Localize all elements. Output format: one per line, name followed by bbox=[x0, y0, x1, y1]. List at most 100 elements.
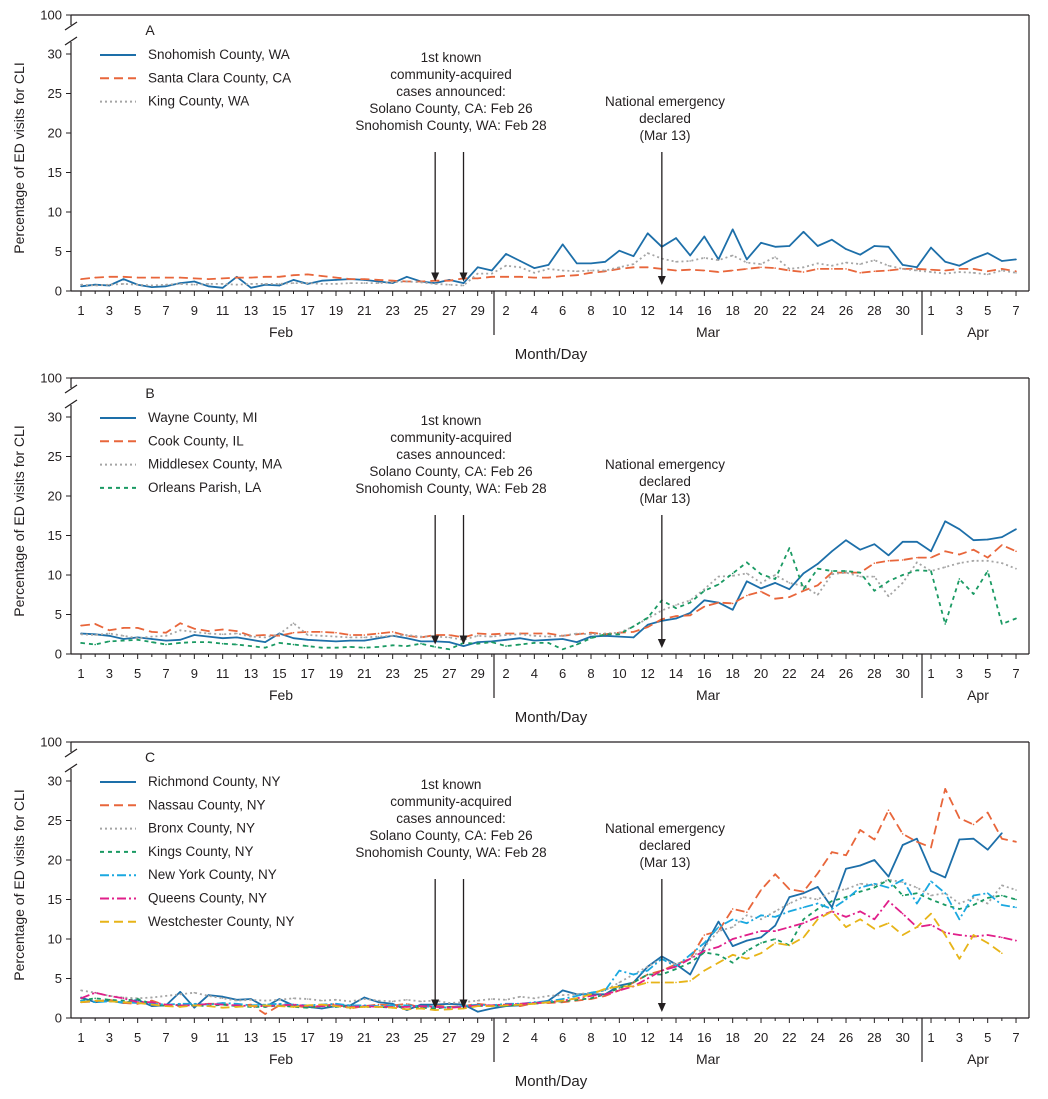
data-point bbox=[590, 637, 592, 639]
data-point bbox=[930, 246, 932, 249]
data-point bbox=[434, 646, 436, 648]
data-point bbox=[901, 844, 904, 846]
data-point bbox=[831, 264, 833, 267]
data-point bbox=[746, 268, 748, 270]
data-point bbox=[108, 995, 111, 997]
data-point bbox=[363, 278, 366, 280]
data-point bbox=[561, 989, 564, 992]
data-point bbox=[703, 934, 706, 936]
month-label: Apr bbox=[967, 687, 989, 703]
data-point bbox=[958, 934, 961, 936]
data-point bbox=[916, 902, 918, 905]
data-point bbox=[689, 614, 691, 617]
data-point bbox=[179, 1004, 181, 1007]
x-tick-label: 13 bbox=[244, 1030, 258, 1045]
month-label: Feb bbox=[269, 687, 293, 703]
data-point bbox=[406, 637, 408, 639]
data-point bbox=[278, 275, 281, 278]
data-point bbox=[561, 269, 564, 272]
data-point bbox=[604, 633, 606, 636]
x-tick-label: 7 bbox=[1012, 1030, 1019, 1045]
data-point bbox=[321, 999, 323, 1002]
legend-label: Middlesex County, MA bbox=[148, 457, 282, 472]
data-point bbox=[221, 1002, 224, 1004]
axis-break-mark bbox=[64, 763, 78, 773]
data-point bbox=[986, 848, 989, 851]
x-tick-label: 4 bbox=[531, 303, 538, 318]
data-point bbox=[845, 570, 847, 572]
data-point bbox=[887, 922, 890, 924]
data-point bbox=[420, 1007, 422, 1010]
data-point bbox=[746, 939, 748, 942]
data-point bbox=[930, 556, 932, 559]
data-point bbox=[278, 642, 281, 644]
data-point bbox=[80, 633, 82, 636]
data-point bbox=[406, 1004, 408, 1007]
data-point bbox=[901, 559, 904, 561]
data-point bbox=[972, 934, 975, 936]
x-tick-label: 30 bbox=[895, 666, 909, 681]
data-point bbox=[816, 872, 819, 875]
data-point bbox=[760, 952, 762, 955]
data-point bbox=[632, 625, 635, 628]
series-line bbox=[80, 559, 1017, 641]
data-point bbox=[944, 272, 946, 275]
data-point bbox=[193, 283, 196, 286]
x-tick-label: 25 bbox=[414, 666, 428, 681]
data-point bbox=[193, 631, 196, 633]
x-tick-label: 3 bbox=[956, 1030, 963, 1045]
annotation-cases-text: Snohomish County, WA: Feb 28 bbox=[355, 845, 546, 860]
x-tick-label: 16 bbox=[697, 303, 711, 318]
data-point bbox=[165, 995, 167, 997]
data-point bbox=[816, 268, 819, 270]
data-point bbox=[986, 270, 989, 273]
y-tick-label: 100 bbox=[40, 735, 62, 750]
data-point bbox=[873, 245, 876, 247]
annotation-cases-text: community-acquired bbox=[390, 67, 512, 82]
data-point bbox=[519, 1003, 521, 1006]
y-tick-label: 25 bbox=[48, 813, 62, 828]
data-point bbox=[207, 278, 210, 280]
data-point bbox=[193, 1004, 196, 1007]
data-point bbox=[873, 838, 876, 841]
data-point bbox=[746, 914, 748, 917]
data-point bbox=[476, 999, 479, 1002]
data-point bbox=[448, 634, 451, 636]
x-tick-label: 17 bbox=[300, 666, 314, 681]
data-point bbox=[179, 638, 181, 641]
data-point bbox=[802, 892, 805, 894]
data-point bbox=[731, 269, 734, 272]
data-point bbox=[760, 263, 762, 265]
data-point bbox=[746, 911, 748, 913]
data-point bbox=[760, 918, 762, 921]
data-point bbox=[108, 629, 111, 632]
data-point bbox=[476, 277, 479, 280]
data-point bbox=[986, 252, 989, 254]
data-point bbox=[151, 631, 153, 633]
data-point bbox=[136, 276, 139, 279]
data-point bbox=[972, 837, 975, 840]
data-point bbox=[646, 969, 649, 972]
data-point bbox=[859, 918, 861, 921]
data-point bbox=[901, 833, 904, 835]
data-point bbox=[689, 268, 691, 271]
data-point bbox=[448, 283, 451, 286]
data-point bbox=[363, 1006, 366, 1008]
data-point bbox=[760, 942, 762, 944]
data-point bbox=[859, 575, 861, 578]
x-tick-label: 29 bbox=[470, 1030, 484, 1045]
x-tick-label: 3 bbox=[956, 666, 963, 681]
x-tick-label: 5 bbox=[984, 1030, 991, 1045]
data-point bbox=[221, 1006, 224, 1009]
data-point bbox=[236, 999, 238, 1002]
data-point bbox=[420, 281, 422, 284]
data-point bbox=[505, 645, 507, 647]
data-point bbox=[802, 230, 805, 233]
data-point bbox=[193, 627, 196, 630]
data-point bbox=[774, 578, 776, 580]
data-point bbox=[717, 259, 720, 261]
data-point bbox=[476, 642, 479, 645]
data-point bbox=[944, 876, 946, 879]
data-point bbox=[236, 276, 238, 279]
data-point bbox=[151, 286, 153, 288]
